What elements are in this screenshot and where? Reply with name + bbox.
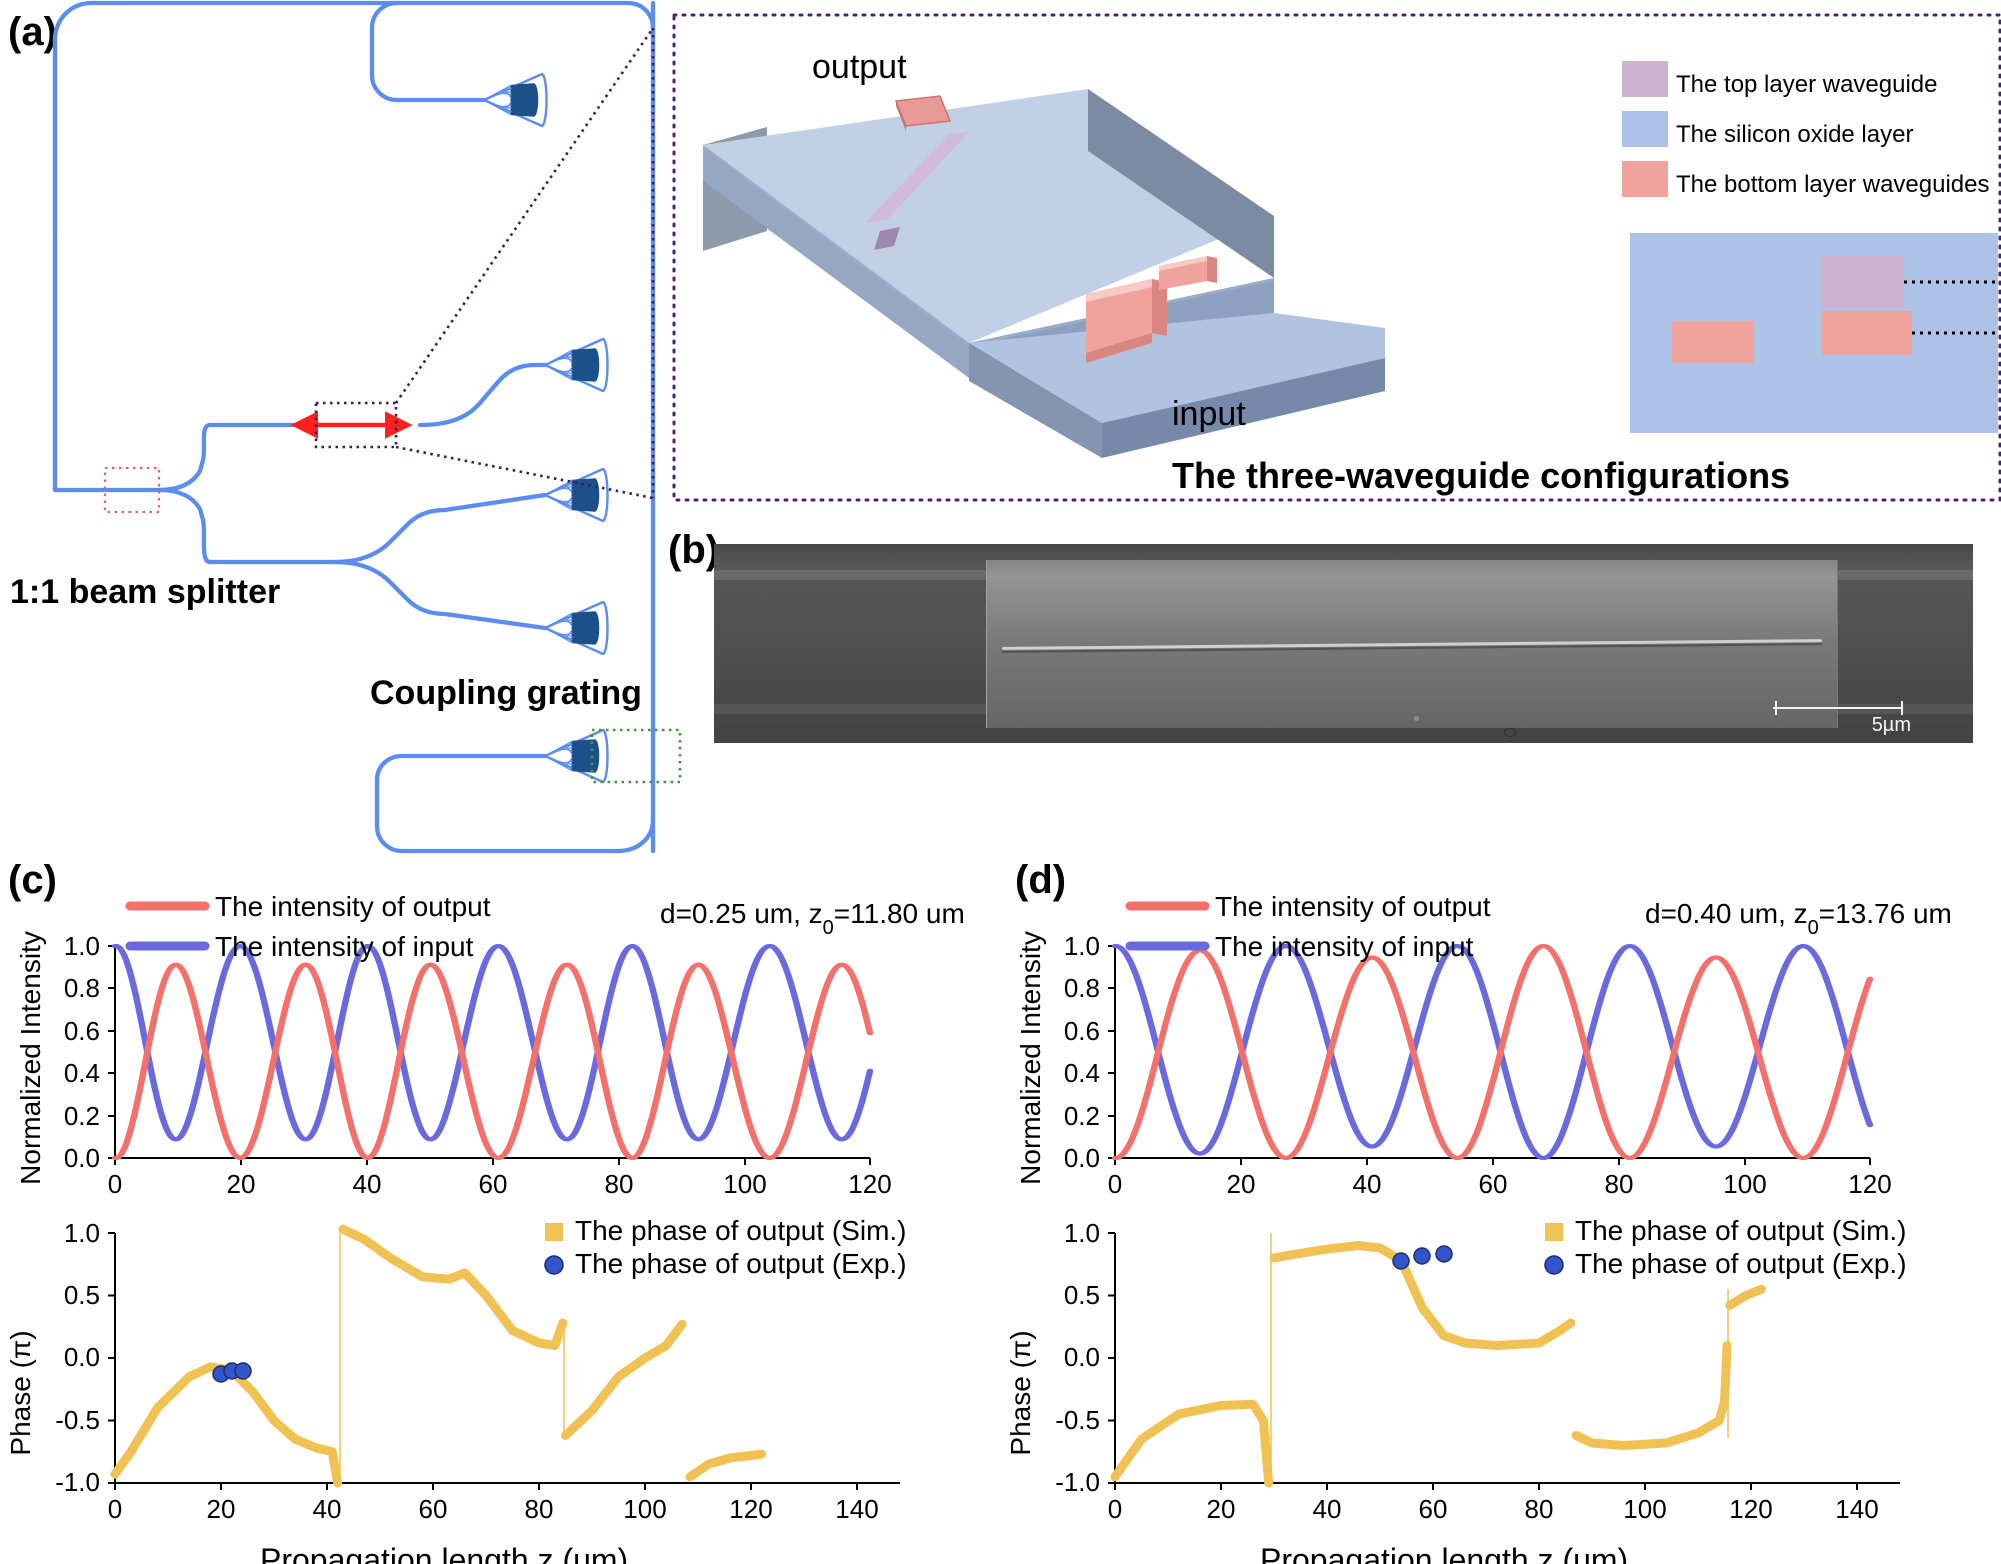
svg-text:100: 100 [723, 1169, 766, 1199]
svg-text:The top layer waveguide: The top layer waveguide [1676, 71, 1938, 98]
svg-text:Normalized Intensity: Normalized Intensity [15, 931, 46, 1185]
svg-text:120: 120 [848, 1169, 891, 1199]
svg-text:0.0: 0.0 [1064, 1342, 1100, 1372]
svg-text:80: 80 [1525, 1494, 1554, 1524]
svg-text:1.0: 1.0 [64, 931, 100, 961]
svg-text:0.5: 0.5 [64, 1280, 100, 1310]
svg-text:-1.0: -1.0 [1055, 1467, 1100, 1497]
svg-text:input: input [1172, 395, 1246, 433]
svg-text:1.0: 1.0 [1064, 931, 1100, 961]
svg-text:The phase of output (Exp.): The phase of output (Exp.) [575, 1248, 907, 1279]
svg-text:0.2: 0.2 [64, 1101, 100, 1131]
svg-text:0: 0 [1108, 1169, 1122, 1199]
svg-text:40: 40 [1313, 1494, 1342, 1524]
svg-text:1.0: 1.0 [64, 1218, 100, 1248]
svg-text:The intensity of input: The intensity of input [215, 931, 474, 962]
svg-text:140: 140 [1835, 1494, 1878, 1524]
svg-text:-1.0: -1.0 [55, 1467, 100, 1497]
svg-text:The phase of output (Sim.): The phase of output (Sim.) [1575, 1215, 1907, 1246]
svg-text:0: 0 [108, 1494, 122, 1524]
svg-text:120: 120 [729, 1494, 772, 1524]
svg-text:100: 100 [1723, 1169, 1766, 1199]
svg-text:0.5: 0.5 [1064, 1280, 1100, 1310]
svg-text:120: 120 [1848, 1169, 1891, 1199]
svg-text:Phase (π): Phase (π) [1005, 1330, 1036, 1455]
svg-text:40: 40 [1353, 1169, 1382, 1199]
svg-text:0.4: 0.4 [1064, 1058, 1100, 1088]
svg-text:The silicon oxide layer: The silicon oxide layer [1676, 121, 1913, 148]
svg-text:0.8: 0.8 [64, 973, 100, 1003]
svg-text:The bottom layer waveguides: The bottom layer waveguides [1676, 171, 1990, 198]
svg-text:Coupling grating: Coupling grating [370, 674, 642, 712]
svg-text:0.4: 0.4 [64, 1058, 100, 1088]
svg-text:0.0: 0.0 [64, 1143, 100, 1173]
svg-text:output: output [812, 48, 907, 86]
svg-text:80: 80 [1605, 1169, 1634, 1199]
svg-text:60: 60 [1419, 1494, 1448, 1524]
svg-text:0.0: 0.0 [1064, 1143, 1100, 1173]
svg-text:0.2: 0.2 [1064, 1101, 1100, 1131]
svg-text:20: 20 [1207, 1494, 1236, 1524]
svg-text:The intensity of output: The intensity of output [1215, 891, 1491, 922]
svg-text:20: 20 [227, 1169, 256, 1199]
svg-text:0.8: 0.8 [1064, 973, 1100, 1003]
svg-text:100: 100 [623, 1494, 666, 1524]
svg-text:60: 60 [479, 1169, 508, 1199]
svg-text:The three-waveguide configurat: The three-waveguide configurations [1172, 455, 1790, 496]
svg-text:0.6: 0.6 [64, 1016, 100, 1046]
svg-text:20: 20 [207, 1494, 236, 1524]
svg-text:80: 80 [525, 1494, 554, 1524]
svg-text:d=0.25 um, z0=11.80 um: d=0.25 um, z0=11.80 um [660, 898, 965, 939]
svg-text:-0.5: -0.5 [55, 1405, 100, 1435]
svg-text:40: 40 [313, 1494, 342, 1524]
svg-text:20: 20 [1227, 1169, 1256, 1199]
svg-text:100: 100 [1623, 1494, 1666, 1524]
svg-text:-0.5: -0.5 [1055, 1405, 1100, 1435]
svg-text:The phase of output (Sim.): The phase of output (Sim.) [575, 1215, 907, 1246]
svg-text:40: 40 [353, 1169, 382, 1199]
svg-text:1.0: 1.0 [1064, 1218, 1100, 1248]
svg-text:Normalized Intensity: Normalized Intensity [1015, 931, 1046, 1185]
svg-text:d=0.40 um, z0=13.76 um: d=0.40 um, z0=13.76 um [1645, 898, 1952, 939]
svg-text:60: 60 [419, 1494, 448, 1524]
svg-text:The phase of output (Exp.): The phase of output (Exp.) [1575, 1248, 1907, 1279]
svg-text:Phase (π): Phase (π) [5, 1330, 36, 1455]
svg-text:140: 140 [835, 1494, 878, 1524]
svg-text:80: 80 [605, 1169, 634, 1199]
svg-text:0.0: 0.0 [64, 1342, 100, 1372]
svg-text:The intensity of input: The intensity of input [1215, 931, 1474, 962]
svg-text:60: 60 [1479, 1169, 1508, 1199]
svg-text:120: 120 [1729, 1494, 1772, 1524]
svg-text:0.6: 0.6 [1064, 1016, 1100, 1046]
svg-text:1:1 beam splitter: 1:1 beam splitter [10, 573, 280, 611]
svg-text:0: 0 [1108, 1494, 1122, 1524]
svg-text:0: 0 [108, 1169, 122, 1199]
